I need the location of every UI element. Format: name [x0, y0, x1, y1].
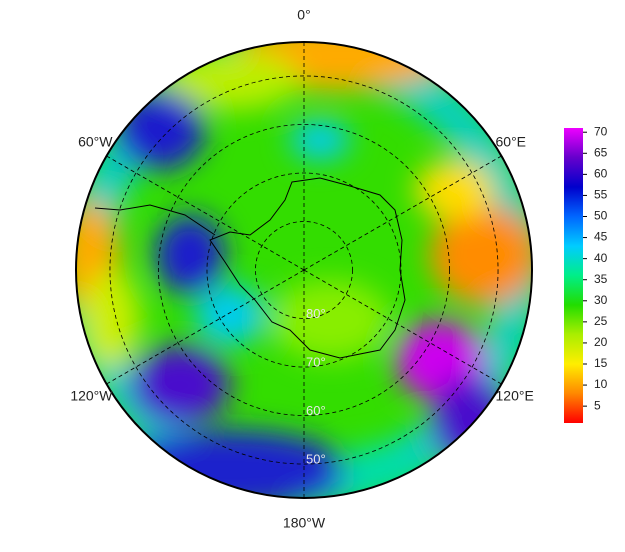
lat-label: 50°: [306, 451, 326, 466]
colorbar-tick-label: 20: [594, 335, 608, 349]
lat-circle: [206, 172, 402, 368]
lat-label: 80°: [306, 306, 326, 321]
meridian: [303, 155, 502, 271]
colorbar: 5 10 15 20 25 30 35 40 45 50 55 60 65 70: [564, 124, 608, 423]
meridian: [106, 269, 305, 385]
colorbar-tick-label: 60: [594, 167, 608, 181]
meridian: [106, 155, 305, 271]
field: [76, 42, 532, 498]
colorbar-tick-label: 35: [594, 272, 608, 286]
lat-label: 70°: [306, 354, 326, 369]
colorbar-tick-label: 65: [594, 145, 608, 159]
lon-label: 120°E: [496, 388, 534, 404]
colorbar-ramp: [564, 128, 583, 423]
lat-label: 60°: [306, 403, 326, 418]
colorbar-tick-label: 45: [594, 230, 608, 244]
lon-label: 60°E: [496, 134, 527, 150]
lon-label: 60°W: [78, 134, 113, 150]
colorbar-tick-label: 5: [594, 398, 601, 412]
colorbar-tick-label: 55: [594, 188, 608, 202]
graticule: 80° 70° 60° 50°: [106, 42, 502, 498]
colorbar-tick-label: 30: [594, 293, 608, 307]
map-border: [75, 41, 533, 499]
colorbar-tick-label: 15: [594, 356, 608, 370]
lon-label: 120°W: [70, 388, 113, 404]
lat-circle: [158, 124, 450, 416]
meridian: [303, 269, 502, 385]
colorbar-tick-label: 25: [594, 314, 608, 328]
colorbar-tick-label: 70: [594, 124, 608, 138]
colorbar-tick-label: 40: [594, 251, 608, 265]
lon-label: 180°W: [283, 515, 326, 531]
lon-label: 0°: [297, 7, 310, 23]
lat-circle: [109, 75, 499, 465]
colorbar-tick-label: 10: [594, 377, 608, 391]
lat-circle: [255, 221, 353, 319]
colorbar-tick-label: 50: [594, 209, 608, 223]
